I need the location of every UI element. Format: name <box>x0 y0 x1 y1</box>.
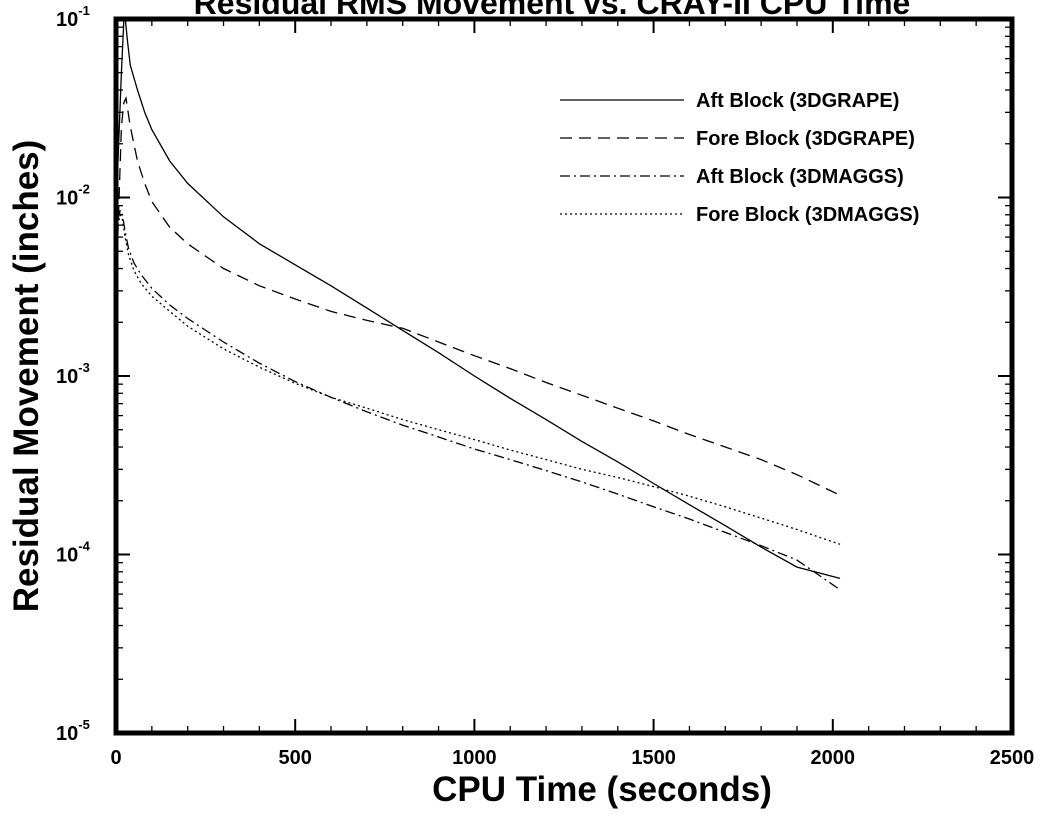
legend: Aft Block (3DGRAPE) Fore Block (3DGRAPE) A… <box>560 90 919 226</box>
series-line-1 <box>117 19 841 580</box>
x-tick-label: 0 <box>110 747 121 769</box>
axis-ticks <box>115 18 1013 734</box>
x-tick-label: 2500 <box>990 747 1035 769</box>
plot-frame <box>113 16 1015 736</box>
chart-title: Residual RMS Movement vs. CRAY-II CPU Ti… <box>194 0 911 21</box>
x-tick-label: 500 <box>279 747 312 769</box>
y-tick-label: 10-2 <box>56 182 90 210</box>
legend-label-3: Aft Block (3DMAGGS) <box>696 166 904 188</box>
legend-label-2: Fore Block (3DGRAPE) <box>696 128 915 150</box>
x-tick-label: 1500 <box>631 747 676 769</box>
legend-label-1: Aft Block (3DGRAPE) <box>696 90 899 112</box>
x-tick-label: 2000 <box>811 747 856 769</box>
y-tick-label: 10-3 <box>56 360 90 388</box>
y-tick-label: 10-5 <box>56 717 90 745</box>
legend-label-4: Fore Block (3DMAGGS) <box>696 204 919 226</box>
x-axis-label: CPU Time (seconds) <box>432 770 772 809</box>
y-axis-label: Residual Movement (inches) <box>7 140 46 613</box>
series-line-3 <box>117 208 841 591</box>
y-tick-label: 10-1 <box>56 3 90 31</box>
x-tick-label: 1000 <box>452 747 497 769</box>
y-tick-labels: 10-5 10-4 10-3 10-2 10-1 <box>56 3 91 745</box>
series-line-4 <box>117 212 841 545</box>
y-tick-label: 10-4 <box>56 539 91 567</box>
series-line-2 <box>117 96 841 496</box>
plot-area <box>117 19 841 591</box>
x-tick-labels: 0 500 1000 1500 2000 2500 <box>110 747 1034 769</box>
